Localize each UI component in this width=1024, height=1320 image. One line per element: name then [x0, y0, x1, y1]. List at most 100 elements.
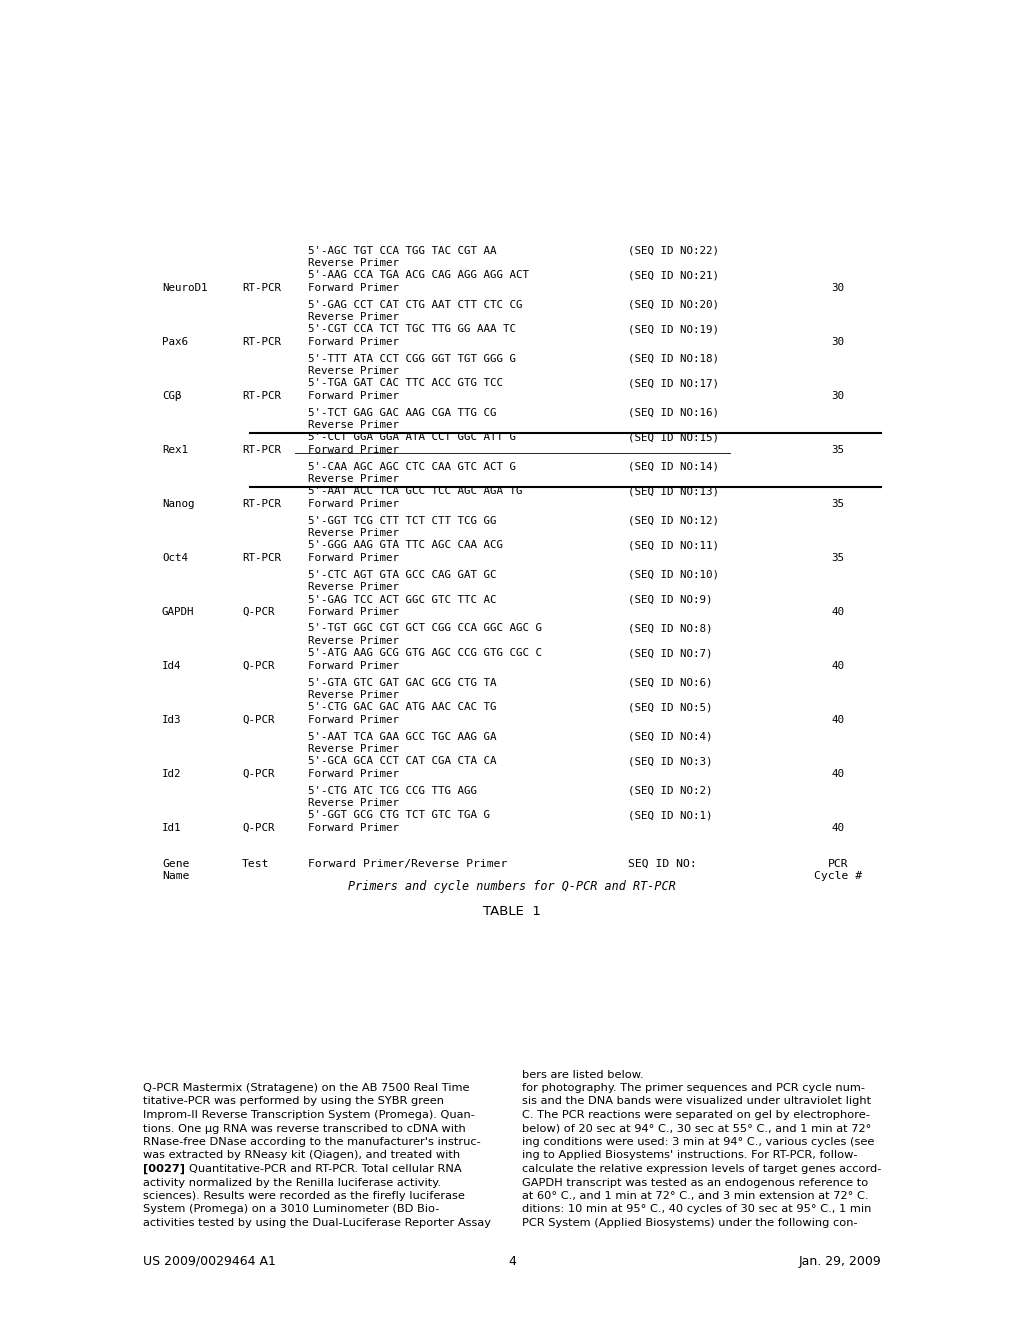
Text: (SEQ ID NO:16): (SEQ ID NO:16) [628, 408, 719, 417]
Text: bers are listed below.: bers are listed below. [522, 1069, 644, 1080]
Text: Quantitative-PCR and RT-PCR. Total cellular RNA: Quantitative-PCR and RT-PCR. Total cellu… [189, 1164, 462, 1173]
Text: RT-PCR: RT-PCR [242, 445, 281, 455]
Text: 5'-GTA GTC GAT GAC GCG CTG TA: 5'-GTA GTC GAT GAC GCG CTG TA [308, 677, 497, 688]
Text: (SEQ ID NO:8): (SEQ ID NO:8) [628, 623, 713, 634]
Text: ditions: 10 min at 95° C., 40 cycles of 30 sec at 95° C., 1 min: ditions: 10 min at 95° C., 40 cycles of … [522, 1204, 871, 1214]
Text: Primers and cycle numbers for Q-PCR and RT-PCR: Primers and cycle numbers for Q-PCR and … [348, 880, 676, 894]
Text: sis and the DNA bands were visualized under ultraviolet light: sis and the DNA bands were visualized un… [522, 1097, 871, 1106]
Text: RT-PCR: RT-PCR [242, 553, 281, 564]
Text: Forward Primer: Forward Primer [308, 715, 399, 725]
Text: (SEQ ID NO:13): (SEQ ID NO:13) [628, 487, 719, 496]
Text: 5'-CCT GGA GGA ATA CCT GGC ATT G: 5'-CCT GGA GGA ATA CCT GGC ATT G [308, 433, 516, 442]
Text: at 60° C., and 1 min at 72° C., and 3 min extension at 72° C.: at 60° C., and 1 min at 72° C., and 3 mi… [522, 1191, 868, 1201]
Text: [0027]: [0027] [143, 1164, 185, 1175]
Text: 30: 30 [831, 282, 845, 293]
Text: Q-PCR: Q-PCR [242, 661, 274, 671]
Text: below) of 20 sec at 94° C., 30 sec at 55° C., and 1 min at 72°: below) of 20 sec at 94° C., 30 sec at 55… [522, 1123, 871, 1134]
Text: Q-PCR: Q-PCR [242, 822, 274, 833]
Text: Id2: Id2 [162, 770, 181, 779]
Text: 5'-CTG GAC GAC ATG AAC CAC TG: 5'-CTG GAC GAC ATG AAC CAC TG [308, 702, 497, 713]
Text: Id4: Id4 [162, 661, 181, 671]
Text: 5'-AGC TGT CCA TGG TAC CGT AA: 5'-AGC TGT CCA TGG TAC CGT AA [308, 246, 497, 256]
Text: (SEQ ID NO:20): (SEQ ID NO:20) [628, 300, 719, 309]
Text: (SEQ ID NO:11): (SEQ ID NO:11) [628, 540, 719, 550]
Text: Pax6: Pax6 [162, 337, 188, 347]
Text: 35: 35 [831, 499, 845, 510]
Text: Reverse Primer: Reverse Primer [308, 420, 399, 430]
Text: Rex1: Rex1 [162, 445, 188, 455]
Text: 5'-CGT CCA TCT TGC TTG GG AAA TC: 5'-CGT CCA TCT TGC TTG GG AAA TC [308, 325, 516, 334]
Text: (SEQ ID NO:17): (SEQ ID NO:17) [628, 379, 719, 388]
Text: System (Promega) on a 3010 Luminometer (BD Bio-: System (Promega) on a 3010 Luminometer (… [143, 1204, 439, 1214]
Text: Reverse Primer: Reverse Primer [308, 474, 399, 484]
Text: RT-PCR: RT-PCR [242, 499, 281, 510]
Text: Forward Primer: Forward Primer [308, 337, 399, 347]
Text: PCR
Cycle #: PCR Cycle # [814, 859, 862, 880]
Text: PCR System (Applied Biosystems) under the following con-: PCR System (Applied Biosystems) under th… [522, 1218, 858, 1228]
Text: Forward Primer: Forward Primer [308, 391, 399, 401]
Text: Jan. 29, 2009: Jan. 29, 2009 [799, 1255, 881, 1269]
Text: (SEQ ID NO:9): (SEQ ID NO:9) [628, 594, 713, 605]
Text: 5'-CTG ATC TCG CCG TTG AGG: 5'-CTG ATC TCG CCG TTG AGG [308, 785, 477, 796]
Text: NeuroD1: NeuroD1 [162, 282, 208, 293]
Text: activity normalized by the Renilla luciferase activity.: activity normalized by the Renilla lucif… [143, 1177, 441, 1188]
Text: calculate the relative expression levels of target genes accord-: calculate the relative expression levels… [522, 1164, 882, 1173]
Text: (SEQ ID NO:22): (SEQ ID NO:22) [628, 246, 719, 256]
Text: TABLE  1: TABLE 1 [483, 906, 541, 917]
Text: 5'-AAT ACC TCA GCC TCC AGC AGA TG: 5'-AAT ACC TCA GCC TCC AGC AGA TG [308, 487, 522, 496]
Text: titative-PCR was performed by using the SYBR green: titative-PCR was performed by using the … [143, 1097, 444, 1106]
Text: Forward Primer: Forward Primer [308, 445, 399, 455]
Text: Forward Primer: Forward Primer [308, 282, 399, 293]
Text: 5'-CTC AGT GTA GCC CAG GAT GC: 5'-CTC AGT GTA GCC CAG GAT GC [308, 569, 497, 579]
Text: (SEQ ID NO:14): (SEQ ID NO:14) [628, 462, 719, 471]
Text: Forward Primer: Forward Primer [308, 607, 399, 616]
Text: (SEQ ID NO:10): (SEQ ID NO:10) [628, 569, 719, 579]
Text: Reverse Primer: Reverse Primer [308, 636, 399, 645]
Text: 40: 40 [831, 607, 845, 616]
Text: (SEQ ID NO:6): (SEQ ID NO:6) [628, 677, 713, 688]
Text: 5'-AAG CCA TGA ACG CAG AGG AGG ACT: 5'-AAG CCA TGA ACG CAG AGG AGG ACT [308, 271, 529, 281]
Text: Q-PCR Mastermix (Stratagene) on the AB 7500 Real Time: Q-PCR Mastermix (Stratagene) on the AB 7… [143, 1082, 469, 1093]
Text: Forward Primer: Forward Primer [308, 661, 399, 671]
Text: Forward Primer: Forward Primer [308, 770, 399, 779]
Text: Improm-II Reverse Transcription System (Promega). Quan-: Improm-II Reverse Transcription System (… [143, 1110, 475, 1119]
Text: Oct4: Oct4 [162, 553, 188, 564]
Text: (SEQ ID NO:7): (SEQ ID NO:7) [628, 648, 713, 659]
Text: Forward Primer: Forward Primer [308, 822, 399, 833]
Text: (SEQ ID NO:19): (SEQ ID NO:19) [628, 325, 719, 334]
Text: (SEQ ID NO:1): (SEQ ID NO:1) [628, 810, 713, 821]
Text: GAPDH: GAPDH [162, 607, 195, 616]
Text: Id3: Id3 [162, 715, 181, 725]
Text: for photography. The primer sequences and PCR cycle num-: for photography. The primer sequences an… [522, 1082, 865, 1093]
Text: 5'-TGA GAT CAC TTC ACC GTG TCC: 5'-TGA GAT CAC TTC ACC GTG TCC [308, 379, 503, 388]
Text: (SEQ ID NO:4): (SEQ ID NO:4) [628, 731, 713, 742]
Text: Reverse Primer: Reverse Primer [308, 366, 399, 376]
Text: 5'-TTT ATA CCT CGG GGT TGT GGG G: 5'-TTT ATA CCT CGG GGT TGT GGG G [308, 354, 516, 363]
Text: Reverse Primer: Reverse Primer [308, 582, 399, 591]
Text: Id1: Id1 [162, 822, 181, 833]
Text: ing to Applied Biosystems' instructions. For RT-PCR, follow-: ing to Applied Biosystems' instructions.… [522, 1151, 857, 1160]
Text: 5'-TCT GAG GAC AAG CGA TTG CG: 5'-TCT GAG GAC AAG CGA TTG CG [308, 408, 497, 417]
Text: sciences). Results were recorded as the firefly luciferase: sciences). Results were recorded as the … [143, 1191, 465, 1201]
Text: Reverse Primer: Reverse Primer [308, 690, 399, 700]
Text: SEQ ID NO:: SEQ ID NO: [628, 859, 696, 869]
Text: C. The PCR reactions were separated on gel by electrophore-: C. The PCR reactions were separated on g… [522, 1110, 869, 1119]
Text: (SEQ ID NO:18): (SEQ ID NO:18) [628, 354, 719, 363]
Text: 5'-GGT TCG CTT TCT CTT TCG GG: 5'-GGT TCG CTT TCT CTT TCG GG [308, 516, 497, 525]
Text: 35: 35 [831, 553, 845, 564]
Text: RNase-free DNase according to the manufacturer's instruc-: RNase-free DNase according to the manufa… [143, 1137, 480, 1147]
Text: Q-PCR: Q-PCR [242, 715, 274, 725]
Text: 5'-GGT GCG CTG TCT GTC TGA G: 5'-GGT GCG CTG TCT GTC TGA G [308, 810, 490, 821]
Text: (SEQ ID NO:12): (SEQ ID NO:12) [628, 516, 719, 525]
Text: Reverse Primer: Reverse Primer [308, 257, 399, 268]
Text: Reverse Primer: Reverse Primer [308, 528, 399, 539]
Text: 4: 4 [508, 1255, 516, 1269]
Text: 5'-ATG AAG GCG GTG AGC CCG GTG CGC C: 5'-ATG AAG GCG GTG AGC CCG GTG CGC C [308, 648, 542, 659]
Text: ing conditions were used: 3 min at 94° C., various cycles (see: ing conditions were used: 3 min at 94° C… [522, 1137, 874, 1147]
Text: 30: 30 [831, 391, 845, 401]
Text: 5'-AAT TCA GAA GCC TGC AAG GA: 5'-AAT TCA GAA GCC TGC AAG GA [308, 731, 497, 742]
Text: CGβ: CGβ [162, 391, 181, 401]
Text: 40: 40 [831, 715, 845, 725]
Text: was extracted by RNeasy kit (Qiagen), and treated with: was extracted by RNeasy kit (Qiagen), an… [143, 1151, 460, 1160]
Text: 40: 40 [831, 770, 845, 779]
